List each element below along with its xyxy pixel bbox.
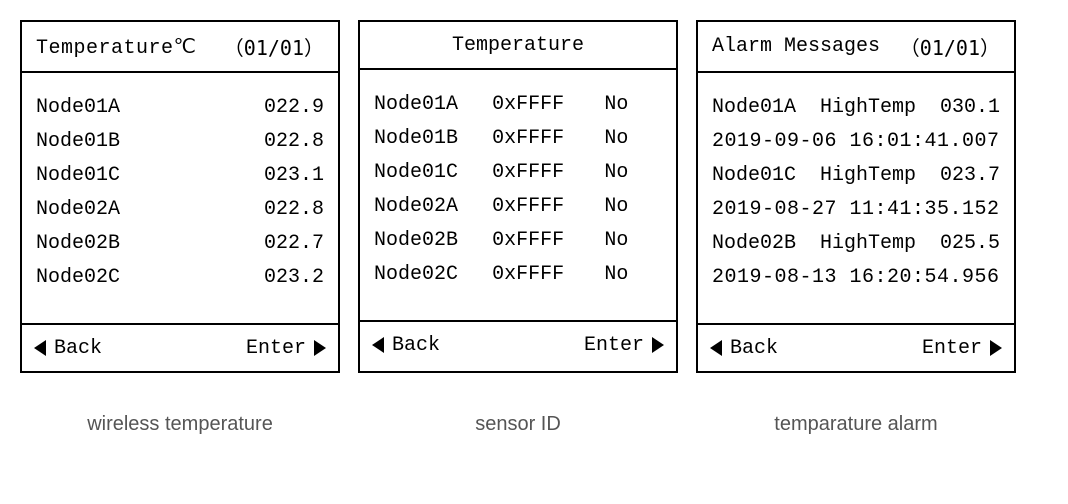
- panel-temperature-page: （01/01）: [224, 32, 324, 61]
- panel-temperature-footer: Back Enter: [22, 323, 338, 371]
- panel-temperature: Temperature℃ （01/01） Node01A 022.9 Node01…: [20, 20, 340, 373]
- triangle-right-icon: [990, 340, 1002, 356]
- sensor-flag: No: [604, 122, 662, 156]
- alarm-type: HighTemp: [820, 159, 916, 193]
- node-label: Node01B: [36, 125, 120, 159]
- caption-sensor: sensor ID: [358, 413, 678, 436]
- alarm-node: Node02B: [712, 227, 796, 261]
- triangle-right-icon: [314, 340, 326, 356]
- alarm-type: HighTemp: [820, 91, 916, 125]
- sensor-id: 0xFFFF: [492, 156, 590, 190]
- triangle-left-icon: [34, 340, 46, 356]
- table-row: Node01C 023.1: [36, 159, 324, 193]
- sensor-flag: No: [604, 258, 662, 292]
- panel-sensor-header: Temperature: [360, 22, 676, 70]
- panel-sensor-body: Node01A 0xFFFF No Node01B 0xFFFF No Node01C 0…: [360, 70, 676, 320]
- table-row: Node02B 0xFFFF No: [374, 224, 662, 258]
- panel-temperature-body: Node01A 022.9 Node01B 022.8 Node01C 023.1 N…: [22, 73, 338, 323]
- enter-button[interactable]: Enter: [246, 337, 326, 360]
- caption-alarm: temparature alarm: [696, 413, 1016, 436]
- alarm-value: 023.7: [940, 159, 1000, 193]
- panel-alarm-body: Node01A HighTemp 030.1 2019-09-06 16:01:…: [698, 73, 1014, 323]
- node-value: 022.9: [264, 91, 324, 125]
- panel-temperature-title: Temperature℃: [36, 34, 196, 60]
- back-button[interactable]: Back: [34, 337, 102, 360]
- panels-container: Temperature℃ （01/01） Node01A 022.9 Node01…: [20, 20, 1048, 373]
- node-label: Node01C: [374, 156, 478, 190]
- alarm-value: 025.5: [940, 227, 1000, 261]
- enter-button[interactable]: Enter: [584, 334, 664, 357]
- back-label: Back: [392, 334, 440, 357]
- panel-sensor: Temperature Node01A 0xFFFF No Node01B 0xFFF…: [358, 20, 678, 373]
- sensor-id: 0xFFFF: [492, 258, 590, 292]
- alarm-timestamp: 2019-08-13 16:20:54.956: [712, 261, 1000, 295]
- enter-label: Enter: [246, 337, 306, 360]
- node-label: Node01A: [36, 91, 120, 125]
- back-button[interactable]: Back: [372, 334, 440, 357]
- sensor-id: 0xFFFF: [492, 224, 590, 258]
- sensor-flag: No: [604, 156, 662, 190]
- table-row: Node01A 022.9: [36, 91, 324, 125]
- panel-alarm-footer: Back Enter: [698, 323, 1014, 371]
- node-label: Node01B: [374, 122, 478, 156]
- table-row: Node01A 0xFFFF No: [374, 88, 662, 122]
- enter-label: Enter: [584, 334, 644, 357]
- node-value: 022.8: [264, 125, 324, 159]
- enter-button[interactable]: Enter: [922, 337, 1002, 360]
- table-row: Node01B 0xFFFF No: [374, 122, 662, 156]
- back-label: Back: [730, 337, 778, 360]
- sensor-id: 0xFFFF: [492, 190, 590, 224]
- node-value: 023.1: [264, 159, 324, 193]
- node-value: 022.8: [264, 193, 324, 227]
- alarm-entry-header: Node02B HighTemp 025.5: [712, 227, 1000, 261]
- table-row: Node02C 0xFFFF No: [374, 258, 662, 292]
- node-value: 023.2: [264, 261, 324, 295]
- panel-alarm-title: Alarm Messages: [712, 35, 880, 58]
- sensor-id: 0xFFFF: [492, 122, 590, 156]
- sensor-id: 0xFFFF: [492, 88, 590, 122]
- back-label: Back: [54, 337, 102, 360]
- back-button[interactable]: Back: [710, 337, 778, 360]
- alarm-type: HighTemp: [820, 227, 916, 261]
- panel-alarm-page: （01/01）: [900, 32, 1000, 61]
- panel-sensor-title: Temperature: [452, 34, 584, 57]
- table-row: Node01B 022.8: [36, 125, 324, 159]
- node-label: Node02C: [374, 258, 478, 292]
- node-label: Node02B: [36, 227, 120, 261]
- sensor-flag: No: [604, 224, 662, 258]
- enter-label: Enter: [922, 337, 982, 360]
- table-row: Node02A 0xFFFF No: [374, 190, 662, 224]
- table-row: Node02B 022.7: [36, 227, 324, 261]
- triangle-left-icon: [372, 337, 384, 353]
- node-label: Node02B: [374, 224, 478, 258]
- node-label: Node01C: [36, 159, 120, 193]
- sensor-flag: No: [604, 190, 662, 224]
- alarm-node: Node01C: [712, 159, 796, 193]
- node-label: Node02A: [36, 193, 120, 227]
- alarm-entry-header: Node01A HighTemp 030.1: [712, 91, 1000, 125]
- triangle-left-icon: [710, 340, 722, 356]
- caption-temperature: wireless temperature: [20, 413, 340, 436]
- panel-sensor-footer: Back Enter: [360, 320, 676, 368]
- node-value: 022.7: [264, 227, 324, 261]
- triangle-right-icon: [652, 337, 664, 353]
- panel-temperature-header: Temperature℃ （01/01）: [22, 22, 338, 73]
- panel-alarm: Alarm Messages （01/01） Node01A HighTemp …: [696, 20, 1016, 373]
- table-row: Node02C 023.2: [36, 261, 324, 295]
- alarm-timestamp: 2019-08-27 11:41:35.152: [712, 193, 1000, 227]
- alarm-node: Node01A: [712, 91, 796, 125]
- alarm-value: 030.1: [940, 91, 1000, 125]
- sensor-flag: No: [604, 88, 662, 122]
- alarm-entry-header: Node01C HighTemp 023.7: [712, 159, 1000, 193]
- table-row: Node02A 022.8: [36, 193, 324, 227]
- captions-row: wireless temperature sensor ID temparatu…: [20, 413, 1016, 436]
- node-label: Node02C: [36, 261, 120, 295]
- alarm-timestamp: 2019-09-06 16:01:41.007: [712, 125, 1000, 159]
- node-label: Node02A: [374, 190, 478, 224]
- panel-alarm-header: Alarm Messages （01/01）: [698, 22, 1014, 73]
- node-label: Node01A: [374, 88, 478, 122]
- table-row: Node01C 0xFFFF No: [374, 156, 662, 190]
